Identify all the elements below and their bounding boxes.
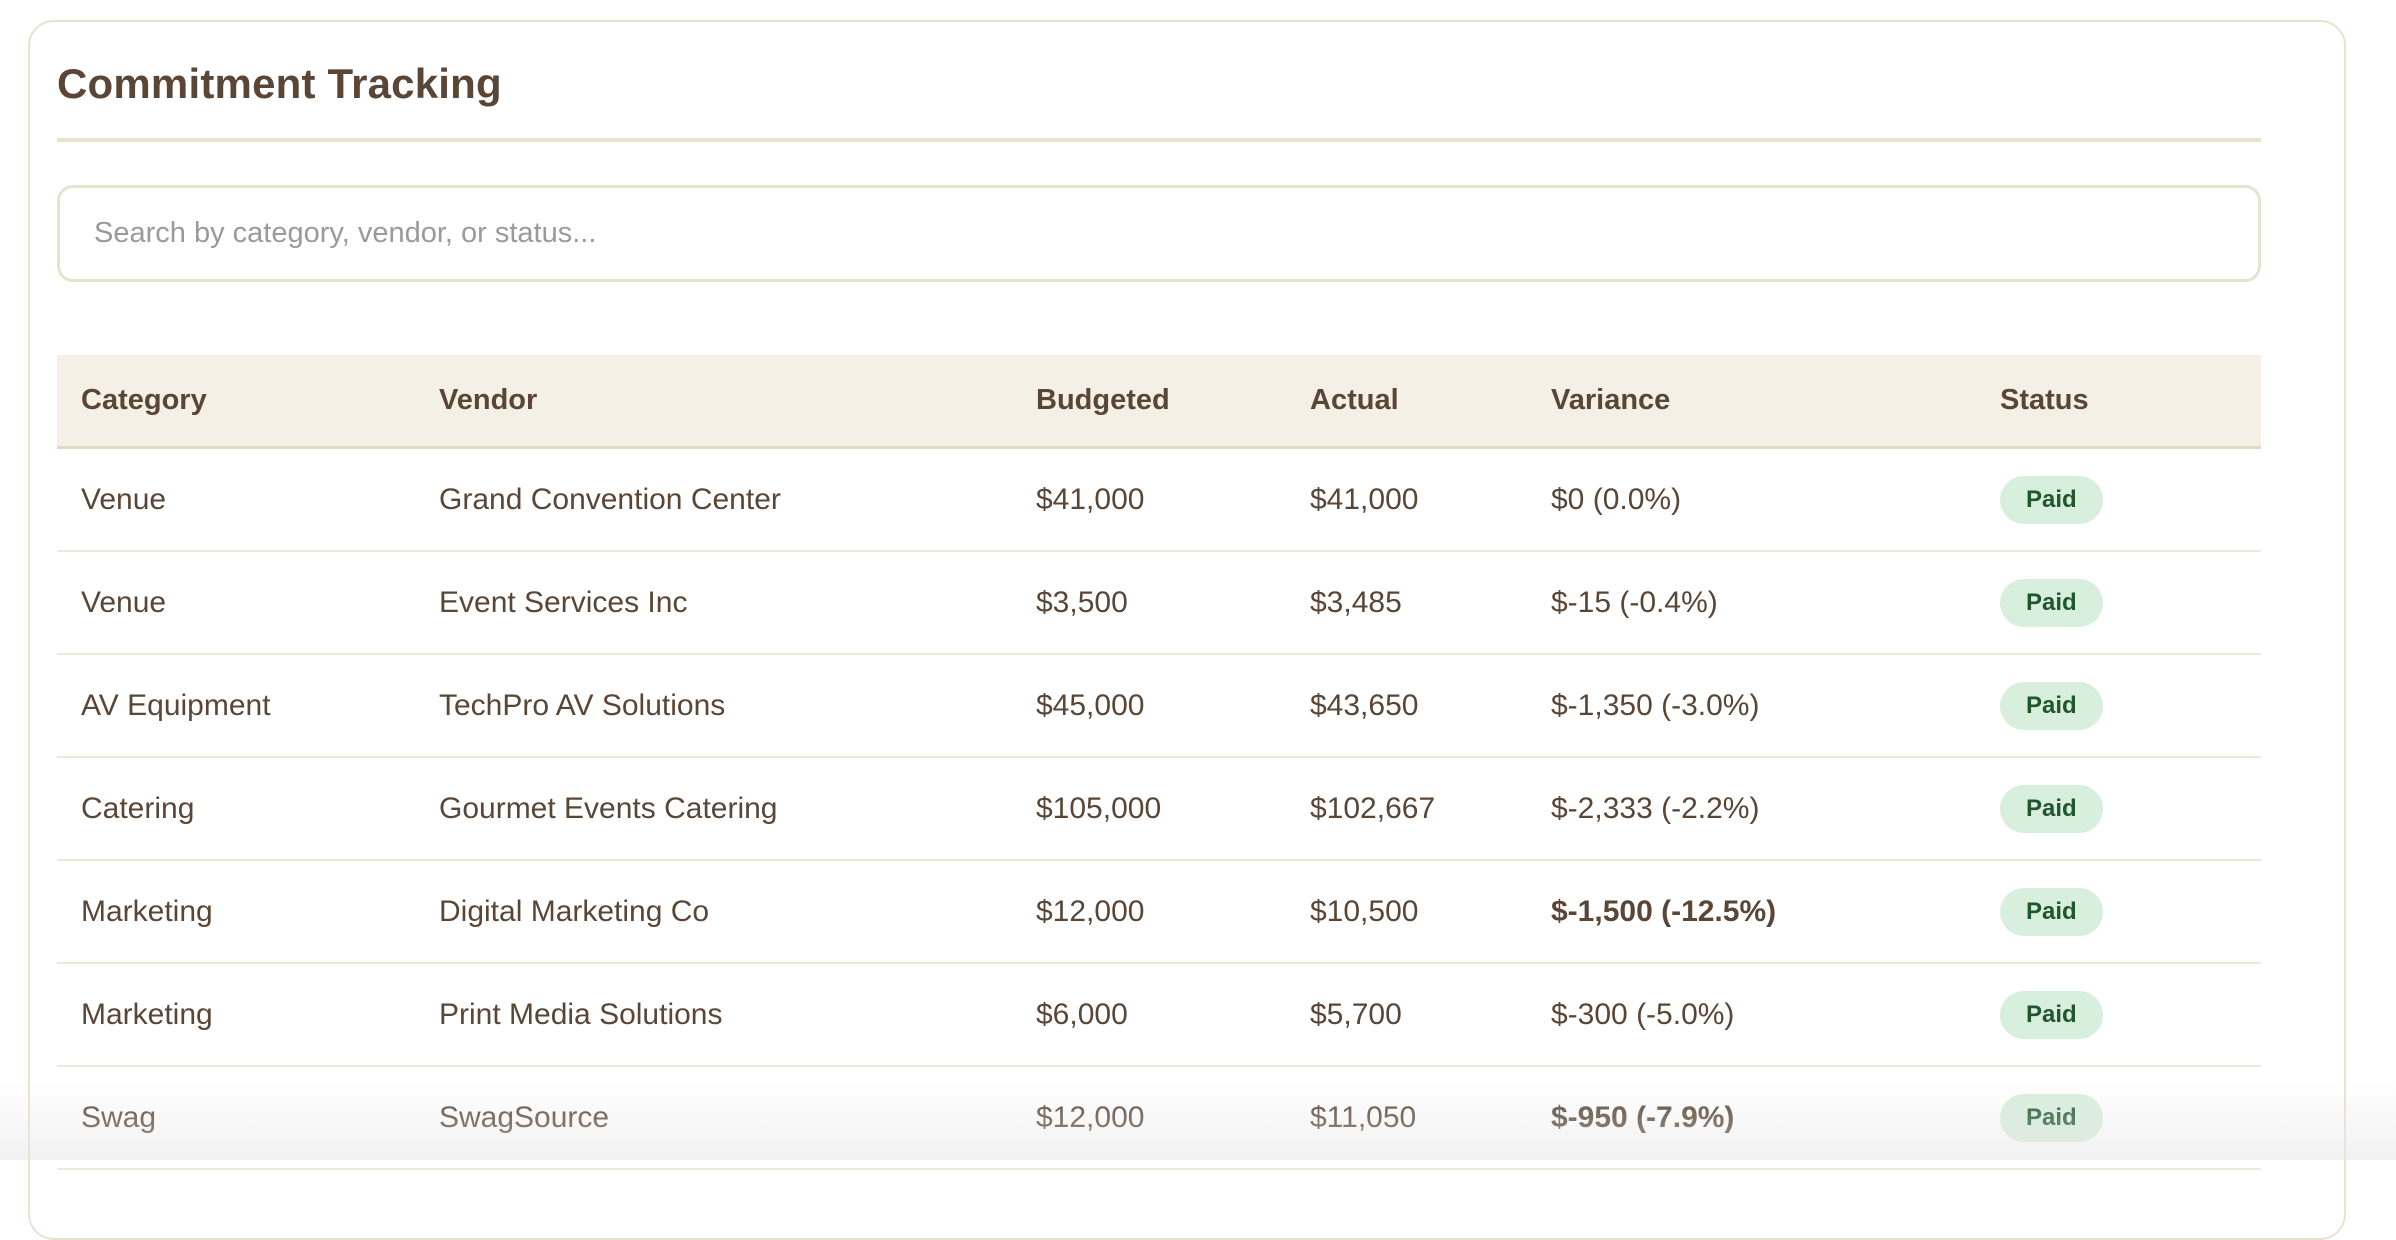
- title-divider: [57, 138, 2261, 142]
- cell-status: Paid: [1976, 654, 2261, 758]
- cell-budgeted: $3,500: [1012, 551, 1286, 655]
- commitments-table: Category Vendor Budgeted Actual Variance…: [57, 355, 2261, 1170]
- cell-variance: $-1,350 (-3.0%): [1527, 654, 1976, 758]
- cell-budgeted: $12,000: [1012, 860, 1286, 964]
- cell-actual: $43,650: [1286, 654, 1527, 758]
- column-header-budgeted[interactable]: Budgeted: [1012, 355, 1286, 449]
- column-header-category[interactable]: Category: [57, 355, 415, 449]
- status-badge: Paid: [2000, 578, 2103, 627]
- cell-category: Marketing: [57, 963, 415, 1067]
- table-row[interactable]: Swag SwagSource $12,000 $11,050 $-950 (-…: [57, 1066, 2261, 1170]
- cell-status: Paid: [1976, 860, 2261, 964]
- table-row[interactable]: Marketing Print Media Solutions $6,000 $…: [57, 963, 2261, 1067]
- cell-actual: $11,050: [1286, 1066, 1527, 1170]
- cell-actual: $5,700: [1286, 963, 1527, 1067]
- cell-category: Swag: [57, 1066, 415, 1170]
- column-header-variance[interactable]: Variance: [1527, 355, 1976, 449]
- page-title: Commitment Tracking: [57, 60, 502, 107]
- table-row[interactable]: Marketing Digital Marketing Co $12,000 $…: [57, 860, 2261, 964]
- cell-variance: $0 (0.0%): [1527, 447, 1976, 552]
- table-row[interactable]: Catering Gourmet Events Catering $105,00…: [57, 757, 2261, 861]
- cell-status: Paid: [1976, 551, 2261, 655]
- cell-vendor: Print Media Solutions: [415, 963, 1012, 1067]
- cell-vendor: Grand Convention Center: [415, 447, 1012, 552]
- status-badge: Paid: [2000, 475, 2103, 524]
- cell-actual: $10,500: [1286, 860, 1527, 964]
- cell-status: Paid: [1976, 963, 2261, 1067]
- cell-variance: $-1,500 (-12.5%): [1527, 860, 1976, 964]
- status-badge: Paid: [2000, 887, 2103, 936]
- cell-category: Venue: [57, 447, 415, 552]
- cell-vendor: Digital Marketing Co: [415, 860, 1012, 964]
- cell-category: AV Equipment: [57, 654, 415, 758]
- cell-category: Catering: [57, 757, 415, 861]
- status-badge: Paid: [2000, 990, 2103, 1039]
- status-badge: Paid: [2000, 1093, 2103, 1142]
- cell-vendor: Event Services Inc: [415, 551, 1012, 655]
- table-row[interactable]: Venue Event Services Inc $3,500 $3,485 $…: [57, 551, 2261, 655]
- cell-actual: $41,000: [1286, 447, 1527, 552]
- cell-variance: $-15 (-0.4%): [1527, 551, 1976, 655]
- cell-status: Paid: [1976, 447, 2261, 552]
- cell-vendor: Gourmet Events Catering: [415, 757, 1012, 861]
- cell-budgeted: $41,000: [1012, 447, 1286, 552]
- cell-budgeted: $45,000: [1012, 654, 1286, 758]
- table-row[interactable]: Venue Grand Convention Center $41,000 $4…: [57, 447, 2261, 552]
- column-header-vendor[interactable]: Vendor: [415, 355, 1012, 449]
- cell-variance: $-950 (-7.9%): [1527, 1066, 1976, 1170]
- cell-variance: $-300 (-5.0%): [1527, 963, 1976, 1067]
- table-row[interactable]: AV Equipment TechPro AV Solutions $45,00…: [57, 654, 2261, 758]
- cell-status: Paid: [1976, 1066, 2261, 1170]
- search-input[interactable]: [57, 185, 2261, 282]
- status-badge: Paid: [2000, 784, 2103, 833]
- cell-status: Paid: [1976, 757, 2261, 861]
- cell-vendor: SwagSource: [415, 1066, 1012, 1170]
- cell-actual: $3,485: [1286, 551, 1527, 655]
- cell-category: Marketing: [57, 860, 415, 964]
- status-badge: Paid: [2000, 681, 2103, 730]
- cell-budgeted: $105,000: [1012, 757, 1286, 861]
- cell-vendor: TechPro AV Solutions: [415, 654, 1012, 758]
- cell-budgeted: $6,000: [1012, 963, 1286, 1067]
- column-header-actual[interactable]: Actual: [1286, 355, 1527, 449]
- cell-actual: $102,667: [1286, 757, 1527, 861]
- table-header-row: Category Vendor Budgeted Actual Variance…: [57, 355, 2261, 449]
- cell-budgeted: $12,000: [1012, 1066, 1286, 1170]
- cell-variance: $-2,333 (-2.2%): [1527, 757, 1976, 861]
- cell-category: Venue: [57, 551, 415, 655]
- column-header-status[interactable]: Status: [1976, 355, 2261, 449]
